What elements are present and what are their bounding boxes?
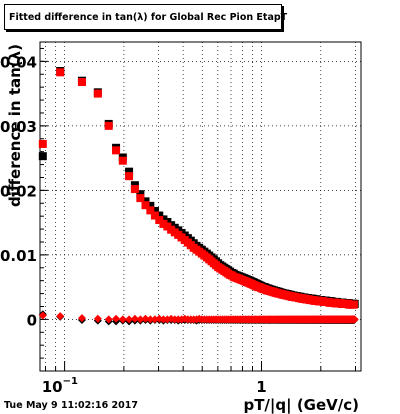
data-point-diamond bbox=[38, 311, 47, 320]
data-point-square bbox=[38, 139, 47, 148]
data-point-square bbox=[141, 201, 150, 210]
data-point-diamond bbox=[146, 315, 155, 324]
series-1 bbox=[38, 68, 358, 309]
data-point-diamond bbox=[112, 314, 121, 323]
data-point-square bbox=[136, 194, 145, 203]
x-tick-label-exponent: −1 bbox=[63, 376, 78, 387]
data-point-square bbox=[155, 211, 164, 220]
data-point-square bbox=[146, 201, 155, 210]
x-tick-label: 1 bbox=[256, 378, 266, 396]
data-point-diamond bbox=[104, 315, 113, 324]
y-tick-label: 0.04 bbox=[0, 53, 37, 71]
data-point-diamond bbox=[141, 314, 150, 323]
data-point-square bbox=[155, 216, 164, 225]
data-point-square bbox=[146, 206, 155, 215]
data-point-square bbox=[93, 89, 102, 98]
data-point-square bbox=[125, 172, 134, 181]
data-point-square bbox=[130, 185, 139, 194]
data-point-diamond bbox=[56, 312, 65, 321]
data-point-diamond bbox=[118, 315, 127, 324]
data-point-square bbox=[150, 211, 159, 220]
x-tick-label: 10 bbox=[42, 378, 63, 396]
data-point-square bbox=[38, 152, 47, 161]
data-point-diamond bbox=[130, 314, 139, 323]
data-point-diamond bbox=[93, 314, 102, 323]
data-point-diamond bbox=[125, 315, 134, 324]
data-point-square bbox=[56, 68, 65, 77]
timestamp-footer: Tue May 9 11:02:16 2017 bbox=[4, 400, 138, 411]
data-point-square bbox=[118, 156, 127, 165]
x-axis-label: pT/|q| (GeV/c) bbox=[243, 396, 359, 414]
data-point-square bbox=[77, 77, 86, 86]
data-point-diamond bbox=[77, 314, 86, 323]
data-point-square bbox=[112, 146, 121, 155]
data-point-square bbox=[125, 167, 134, 176]
data-point-square bbox=[150, 207, 159, 216]
series-3 bbox=[38, 311, 359, 324]
chart-title: Fitted difference in tan(λ) for Global R… bbox=[4, 4, 287, 30]
y-tick-label: 0.01 bbox=[0, 247, 37, 265]
y-axis-label: difference in tan(λ) bbox=[6, 44, 24, 207]
data-point-diamond bbox=[136, 315, 145, 324]
data-point-square bbox=[104, 121, 113, 130]
y-tick-label: 0.02 bbox=[0, 182, 37, 200]
y-tick-label: 0 bbox=[27, 311, 37, 329]
data-point-square bbox=[349, 300, 358, 309]
y-tick-label: 0.03 bbox=[0, 118, 37, 136]
data-point-diamond bbox=[350, 315, 359, 324]
